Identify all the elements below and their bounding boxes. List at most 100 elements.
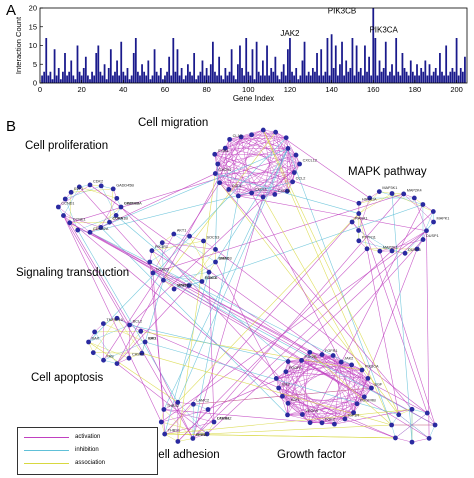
edge: [215, 137, 287, 174]
bar: [230, 49, 233, 83]
edge: [276, 378, 303, 415]
edge: [238, 194, 275, 197]
panel-label-a: A: [6, 2, 17, 19]
edge: [217, 148, 289, 165]
edge: [89, 181, 293, 233]
edge: [341, 361, 369, 379]
bar: [59, 79, 62, 83]
bar: [309, 75, 312, 83]
bar: [416, 64, 418, 83]
bar: [193, 53, 196, 83]
edge: [100, 227, 288, 416]
bar: [439, 53, 441, 83]
gene-label: VEGFA: [305, 409, 318, 413]
bar: [74, 79, 77, 83]
bar: [449, 71, 452, 83]
bar: [430, 75, 433, 83]
edge: [358, 193, 393, 214]
bar: [422, 71, 425, 83]
bar: [276, 75, 279, 83]
gene-label: GADD45A: [124, 202, 142, 206]
bar: [339, 64, 341, 83]
edge: [229, 129, 264, 140]
gene-label: KDR: [291, 398, 299, 402]
gene-node: [420, 202, 426, 207]
edge: [251, 192, 342, 363]
edge: [214, 129, 264, 155]
bar: [345, 60, 348, 83]
edge: [251, 134, 295, 173]
edge: [282, 360, 302, 397]
bar: [145, 75, 148, 83]
edge: [395, 412, 428, 439]
edge: [164, 272, 210, 435]
gene-node: [290, 179, 296, 185]
bar: [405, 71, 408, 83]
gene-node: [55, 204, 61, 210]
gene-node: [187, 233, 192, 239]
edge: [207, 424, 392, 435]
edge: [340, 362, 354, 413]
gene-node: [396, 412, 402, 418]
x-tick-label: 60: [161, 85, 169, 94]
gene-node: [356, 228, 362, 233]
gene-label: CL10: [233, 134, 242, 138]
gene-label: LAMC2: [196, 399, 209, 403]
bar: [155, 71, 158, 83]
bar: [41, 75, 43, 83]
bar: [93, 75, 96, 83]
bar: [168, 56, 171, 83]
gene-node: [213, 259, 218, 265]
gene-node: [285, 400, 291, 406]
gene-node: [101, 357, 106, 363]
edge: [263, 129, 289, 149]
bar: [420, 68, 423, 83]
edge: [282, 395, 396, 439]
gene-node: [206, 269, 212, 275]
bar: [270, 68, 273, 83]
bar: [264, 75, 266, 83]
category-signaling-transduction: Signaling transduction: [16, 267, 130, 279]
edge: [275, 132, 295, 173]
gene-label: EGF: [374, 383, 382, 387]
edge: [282, 396, 303, 415]
edge: [414, 197, 427, 231]
bar: [195, 79, 198, 83]
bar: [459, 68, 462, 83]
gene-node: [299, 412, 305, 417]
edge: [140, 331, 363, 371]
edge: [177, 213, 360, 403]
edge: [398, 414, 430, 439]
edge: [288, 361, 372, 389]
gene-node: [342, 416, 348, 422]
edge: [163, 409, 335, 425]
x-tick-label: 40: [119, 85, 127, 94]
gene-node: [62, 196, 68, 202]
bar: [236, 64, 239, 83]
gene-label: PIK3R1: [155, 245, 168, 249]
gene-node: [190, 401, 196, 407]
x-axis-label: Gene Index: [233, 94, 274, 103]
bar: [70, 60, 73, 83]
y-tick-label: 15: [29, 22, 37, 31]
gene-node: [402, 250, 408, 256]
edge: [334, 409, 413, 425]
gene-node: [389, 248, 395, 254]
edge: [309, 204, 424, 423]
bar: [249, 75, 252, 83]
bar: [257, 71, 260, 83]
edge: [391, 193, 413, 443]
edge: [358, 213, 368, 249]
bar: [130, 75, 133, 83]
edge: [217, 134, 252, 165]
bar: [91, 71, 93, 83]
category-cell-migration: Cell migration: [138, 117, 209, 129]
gene-node: [159, 240, 165, 246]
gene-label: PDGFRB: [360, 398, 376, 402]
edge: [177, 173, 216, 442]
edge: [177, 438, 193, 442]
bar: [461, 71, 464, 83]
bar: [174, 71, 177, 83]
bar: [318, 75, 320, 83]
gene-node: [227, 136, 233, 142]
